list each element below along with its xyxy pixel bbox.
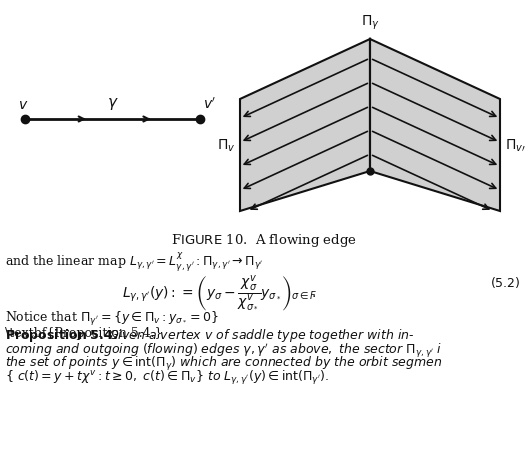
Text: Notice that $\Pi_{\gamma^{\prime}} = \{y \in \Pi_v : y_{\sigma_*} = 0\}$: Notice that $\Pi_{\gamma^{\prime}} = \{y… bbox=[5, 309, 219, 327]
Text: $\Pi_\gamma$: $\Pi_\gamma$ bbox=[361, 14, 380, 32]
Text: $\mathit{coming\ and\ outgoing\ (flowing)\ edges\ }\gamma,\gamma^{\prime}$$\math: $\mathit{coming\ and\ outgoing\ (flowing… bbox=[5, 340, 442, 359]
Text: F$\mathrm{IGURE}$ 10.  A flowing edge: F$\mathrm{IGURE}$ 10. A flowing edge bbox=[171, 231, 357, 248]
Text: $\mathit{the\ set\ of\ points\ }y\in\mathrm{int}(\Pi_\gamma)\ \mathit{which\ are: $\mathit{the\ set\ of\ points\ }y\in\mat… bbox=[5, 354, 442, 372]
Polygon shape bbox=[240, 40, 370, 212]
Text: $v'$: $v'$ bbox=[203, 96, 216, 112]
Text: $\Pi_{v\prime}$: $\Pi_{v\prime}$ bbox=[505, 138, 526, 154]
Text: $\mathbf{Proposition\ 5.4.}$: $\mathbf{Proposition\ 5.4.}$ bbox=[5, 326, 118, 343]
Text: $\{\ c(t)=y+t\chi^v:t\geq 0,\ c(t)\in\Pi_v\}\ \mathit{to\ }L_{\gamma,\gamma^{\pr: $\{\ c(t)=y+t\chi^v:t\geq 0,\ c(t)\in\Pi… bbox=[5, 368, 329, 386]
Text: $L_{\gamma,\gamma^{\prime}}(y) := \left( y_\sigma - \dfrac{\chi^v_\sigma}{\chi^v: $L_{\gamma,\gamma^{\prime}}(y) := \left(… bbox=[122, 274, 318, 313]
Polygon shape bbox=[370, 40, 500, 212]
Text: $(5.2)$: $(5.2)$ bbox=[490, 274, 520, 289]
Text: and the linear map $L_{\gamma,\gamma^{\prime}} = L^{\chi}_{\gamma,\gamma^{\prime: and the linear map $L_{\gamma,\gamma^{\p… bbox=[5, 252, 263, 274]
Text: $v$: $v$ bbox=[18, 98, 28, 112]
Text: $\gamma$: $\gamma$ bbox=[107, 96, 118, 112]
Text: \textbf{Proposition 5.4.}: \textbf{Proposition 5.4.} bbox=[5, 326, 163, 339]
Text: $\Pi_v$: $\Pi_v$ bbox=[216, 138, 235, 154]
Text: $\mathit{Given\ a\ vertex}$ $v$ $\mathit{of\ saddle\ type\ together\ with\ in}$-: $\mathit{Given\ a\ vertex}$ $v$ $\mathit… bbox=[108, 326, 414, 343]
